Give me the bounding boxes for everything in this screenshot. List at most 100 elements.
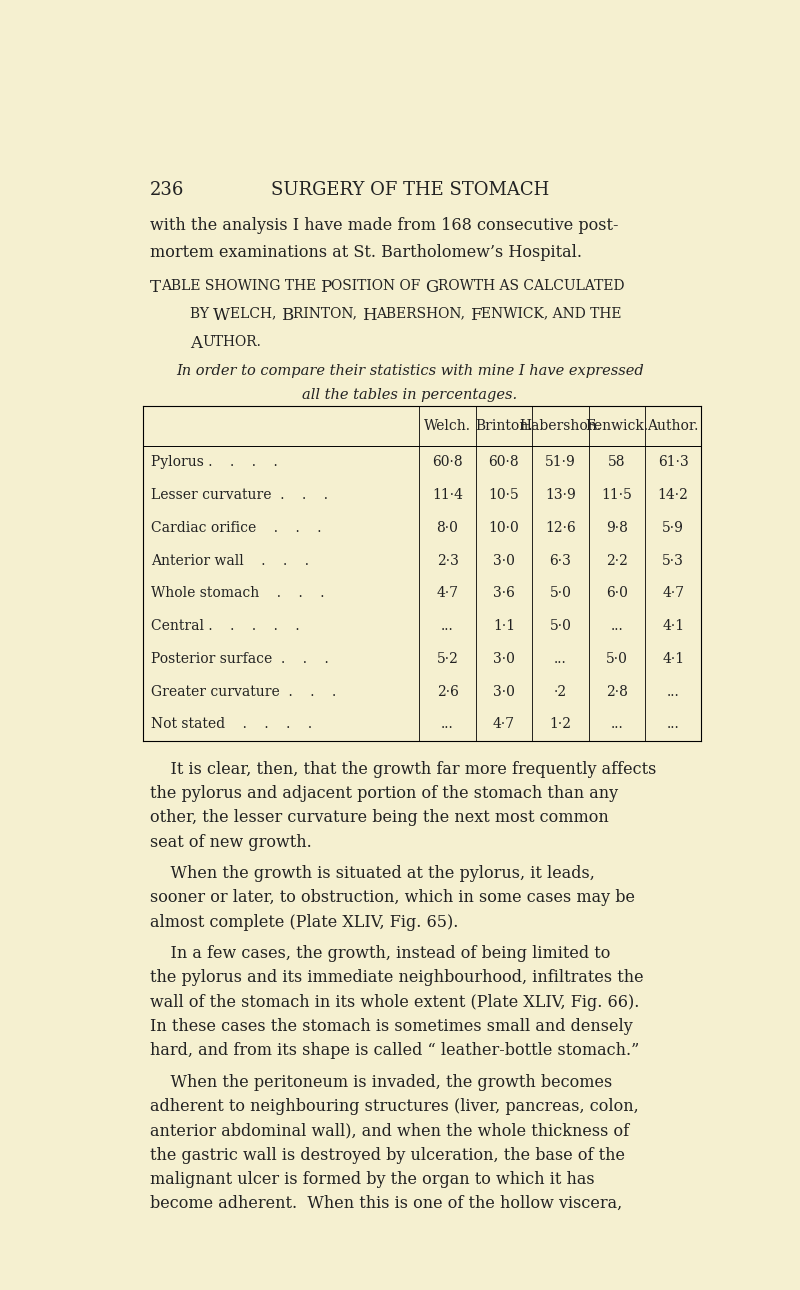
- Text: 61·3: 61·3: [658, 455, 689, 470]
- Text: 5·0: 5·0: [550, 619, 571, 633]
- Text: ELCH,: ELCH,: [230, 307, 281, 321]
- Text: 5·0: 5·0: [606, 651, 628, 666]
- Text: 6·3: 6·3: [550, 553, 571, 568]
- Text: When the peritoneum is invaded, the growth becomes: When the peritoneum is invaded, the grow…: [150, 1073, 612, 1090]
- Text: 5·0: 5·0: [550, 587, 571, 600]
- Text: Author.: Author.: [647, 419, 699, 433]
- Text: Whole stomach    .    .    .: Whole stomach . . .: [151, 587, 324, 600]
- Text: Posterior surface  .    .    .: Posterior surface . . .: [151, 651, 329, 666]
- Text: 4·1: 4·1: [662, 619, 684, 633]
- Text: 5·2: 5·2: [437, 651, 458, 666]
- Text: P: P: [320, 279, 331, 295]
- Text: 51·9: 51·9: [545, 455, 576, 470]
- Text: In a few cases, the growth, instead of being limited to: In a few cases, the growth, instead of b…: [150, 946, 610, 962]
- Text: 11·4: 11·4: [432, 488, 463, 502]
- Text: OSITION OF: OSITION OF: [331, 279, 426, 293]
- Text: sooner or later, to obstruction, which in some cases may be: sooner or later, to obstruction, which i…: [150, 889, 634, 907]
- Text: 2·3: 2·3: [437, 553, 458, 568]
- Text: 1·1: 1·1: [493, 619, 515, 633]
- Text: In these cases the stomach is sometimes small and densely: In these cases the stomach is sometimes …: [150, 1018, 632, 1035]
- Text: In order to compare their statistics with mine I have expressed: In order to compare their statistics wit…: [176, 364, 644, 378]
- Text: 9·8: 9·8: [606, 521, 628, 535]
- Text: B: B: [281, 307, 294, 324]
- Text: malignant ulcer is formed by the organ to which it has: malignant ulcer is formed by the organ t…: [150, 1171, 594, 1188]
- Text: become adherent.  When this is one of the hollow viscera,: become adherent. When this is one of the…: [150, 1196, 622, 1213]
- Text: 2·8: 2·8: [606, 685, 628, 699]
- Text: 12·6: 12·6: [545, 521, 576, 535]
- Text: with the analysis I have made from 168 consecutive post-: with the analysis I have made from 168 c…: [150, 218, 618, 235]
- Text: It is clear, then, that the growth far more frequently affects: It is clear, then, that the growth far m…: [150, 761, 656, 778]
- Text: SURGERY OF THE STOMACH: SURGERY OF THE STOMACH: [271, 181, 549, 199]
- Text: ...: ...: [667, 717, 679, 731]
- Text: almost complete (Plate XLIV, Fig. 65).: almost complete (Plate XLIV, Fig. 65).: [150, 913, 458, 930]
- Text: seat of new growth.: seat of new growth.: [150, 833, 311, 850]
- Text: 3·6: 3·6: [493, 587, 515, 600]
- Text: UTHOR.: UTHOR.: [202, 334, 261, 348]
- Text: ...: ...: [610, 619, 623, 633]
- Text: Welch.: Welch.: [424, 419, 471, 433]
- Text: ROWTH AS CALCULATED: ROWTH AS CALCULATED: [438, 279, 625, 293]
- Text: 60·8: 60·8: [489, 455, 519, 470]
- Text: 10·5: 10·5: [489, 488, 519, 502]
- Text: ABERSHON,: ABERSHON,: [376, 307, 470, 321]
- Text: 5·3: 5·3: [662, 553, 684, 568]
- Text: ...: ...: [667, 685, 679, 699]
- Text: the gastric wall is destroyed by ulceration, the base of the: the gastric wall is destroyed by ulcerat…: [150, 1147, 625, 1164]
- Text: Pylorus .    .    .    .: Pylorus . . . .: [151, 455, 278, 470]
- Text: F: F: [470, 307, 482, 324]
- Text: 4·7: 4·7: [437, 587, 458, 600]
- Text: ...: ...: [610, 717, 623, 731]
- Text: 5·9: 5·9: [662, 521, 684, 535]
- Text: ...: ...: [441, 619, 454, 633]
- Text: 14·2: 14·2: [658, 488, 689, 502]
- Text: wall of the stomach in its whole extent (Plate XLIV, Fig. 66).: wall of the stomach in its whole extent …: [150, 993, 639, 1010]
- Text: W: W: [214, 307, 230, 324]
- Text: 58: 58: [608, 455, 626, 470]
- Text: 13·9: 13·9: [545, 488, 576, 502]
- Text: Fenwick.: Fenwick.: [586, 419, 648, 433]
- Text: T: T: [150, 279, 161, 295]
- Text: A: A: [190, 334, 202, 352]
- Text: 3·0: 3·0: [493, 685, 515, 699]
- Text: Anterior wall    .    .    .: Anterior wall . . .: [151, 553, 309, 568]
- Text: Habershon.: Habershon.: [519, 419, 602, 433]
- Text: the pylorus and adjacent portion of the stomach than any: the pylorus and adjacent portion of the …: [150, 786, 618, 802]
- Text: ·2: ·2: [554, 685, 567, 699]
- Text: 3·0: 3·0: [493, 553, 515, 568]
- Text: 8·0: 8·0: [437, 521, 458, 535]
- Text: Greater curvature  .    .    .: Greater curvature . . .: [151, 685, 336, 699]
- Text: adherent to neighbouring structures (liver, pancreas, colon,: adherent to neighbouring structures (liv…: [150, 1098, 638, 1115]
- Text: When the growth is situated at the pylorus, it leads,: When the growth is situated at the pylor…: [150, 866, 594, 882]
- Text: ...: ...: [441, 717, 454, 731]
- Text: other, the lesser curvature being the next most common: other, the lesser curvature being the ne…: [150, 809, 608, 827]
- Text: 4·7: 4·7: [493, 717, 515, 731]
- Text: 4·7: 4·7: [662, 587, 684, 600]
- Text: ...: ...: [554, 651, 566, 666]
- Text: 60·8: 60·8: [432, 455, 463, 470]
- Text: 6·0: 6·0: [606, 587, 628, 600]
- Text: Central .    .    .    .    .: Central . . . . .: [151, 619, 299, 633]
- Text: Brinton.: Brinton.: [475, 419, 533, 433]
- Text: Cardiac orifice    .    .    .: Cardiac orifice . . .: [151, 521, 322, 535]
- Text: BY: BY: [190, 307, 214, 321]
- Text: 2·2: 2·2: [606, 553, 628, 568]
- Text: mortem examinations at St. Bartholomew’s Hospital.: mortem examinations at St. Bartholomew’s…: [150, 244, 582, 261]
- Text: 236: 236: [150, 181, 184, 199]
- Text: the pylorus and its immediate neighbourhood, infiltrates the: the pylorus and its immediate neighbourh…: [150, 969, 643, 987]
- Text: hard, and from its shape is called “ leather-bottle stomach.”: hard, and from its shape is called “ lea…: [150, 1042, 639, 1059]
- Text: 1·2: 1·2: [550, 717, 571, 731]
- Text: 4·1: 4·1: [662, 651, 684, 666]
- Text: RINTON,: RINTON,: [294, 307, 362, 321]
- Text: anterior abdominal wall), and when the whole thickness of: anterior abdominal wall), and when the w…: [150, 1122, 629, 1139]
- Text: 10·0: 10·0: [489, 521, 519, 535]
- Text: H: H: [362, 307, 377, 324]
- Text: G: G: [426, 279, 438, 295]
- Text: 11·5: 11·5: [602, 488, 632, 502]
- Text: all the tables in percentages.: all the tables in percentages.: [302, 388, 518, 402]
- Text: 3·0: 3·0: [493, 651, 515, 666]
- Text: Lesser curvature  .    .    .: Lesser curvature . . .: [151, 488, 328, 502]
- Text: ENWICK, AND THE: ENWICK, AND THE: [482, 307, 622, 321]
- Text: Not stated    .    .    .    .: Not stated . . . .: [151, 717, 312, 731]
- Text: 2·6: 2·6: [437, 685, 458, 699]
- Text: ABLE SHOWING THE: ABLE SHOWING THE: [161, 279, 320, 293]
